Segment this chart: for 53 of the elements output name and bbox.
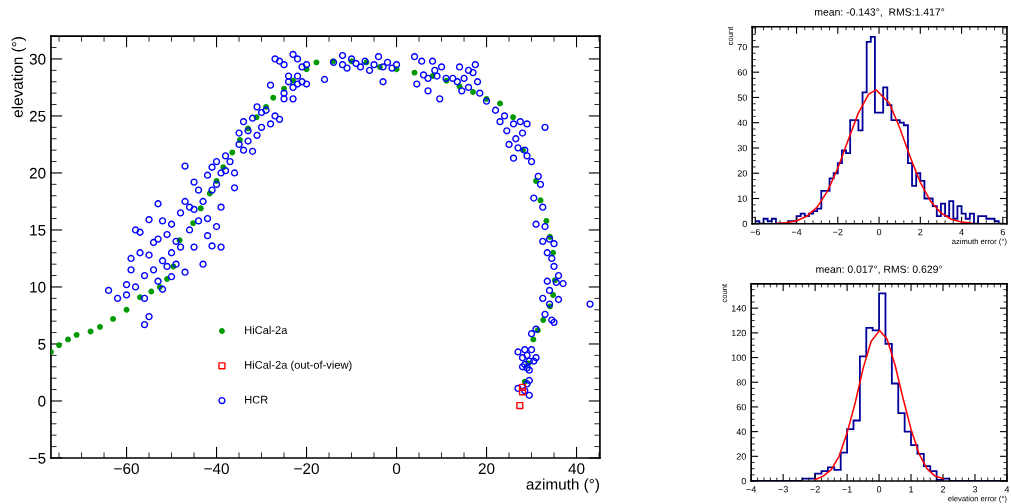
y-tick-label: 30 bbox=[737, 144, 747, 152]
y-tick-label: 30 bbox=[29, 53, 46, 65]
y-tick-label: 60 bbox=[737, 69, 747, 76]
y-tick-label: 15 bbox=[30, 224, 46, 236]
x-tick-label: 0 bbox=[392, 463, 401, 475]
x-tick-label: 0 bbox=[876, 228, 882, 236]
y-axis-title: elevation (°) bbox=[11, 37, 26, 118]
y-tick-label: 5 bbox=[38, 339, 46, 350]
y-tick-label: 70 bbox=[737, 43, 747, 51]
y-tick-label: 100 bbox=[731, 354, 746, 361]
x-tick-label: −4 bbox=[746, 486, 757, 493]
x-tick-label: 2 bbox=[940, 486, 946, 493]
x-tick-label: 6 bbox=[1000, 228, 1005, 236]
x-tick-label: 2 bbox=[918, 228, 923, 236]
y-tick-label: 80 bbox=[736, 379, 746, 386]
y-tick-label: 10 bbox=[737, 195, 747, 202]
x-axis-title: azimuth (°) bbox=[526, 478, 599, 493]
chart-title: mean: -0.143°, RMS:1.417° bbox=[815, 8, 945, 17]
x-tick-label: −2 bbox=[810, 486, 820, 493]
y-tick-label: 50 bbox=[737, 94, 747, 101]
x-tick-label: −4 bbox=[791, 228, 802, 236]
y-tick-label: 0 bbox=[38, 395, 46, 407]
y-tick-label: 60 bbox=[736, 403, 746, 411]
x-tick-label: −6 bbox=[750, 228, 761, 236]
x-tick-label: −1 bbox=[842, 486, 852, 493]
x-tick-label: −40 bbox=[204, 463, 229, 475]
y-tick-label: −5 bbox=[29, 453, 46, 464]
chart-title: mean: 0.017°, RMS: 0.629° bbox=[816, 265, 942, 275]
y-tick-label: 40 bbox=[736, 428, 746, 435]
x-tick-label: −20 bbox=[294, 463, 319, 475]
y-tick-label: 120 bbox=[731, 329, 746, 337]
y-tick-label: 0 bbox=[741, 477, 746, 485]
y-tick-label: 10 bbox=[30, 281, 46, 293]
x-tick-label: 3 bbox=[972, 486, 978, 493]
x-tick-label: 4 bbox=[1004, 486, 1010, 493]
y-tick-label: 40 bbox=[737, 119, 747, 127]
y-tick-label: 20 bbox=[29, 167, 46, 179]
legend-label: HiCal-2a bbox=[245, 325, 288, 334]
legend-label: HCR bbox=[245, 395, 268, 404]
legend-label: HiCal-2a (out-of-view) bbox=[245, 360, 352, 371]
y-tick-label: 0 bbox=[742, 220, 747, 228]
x-tick-label: −60 bbox=[114, 463, 139, 475]
y-tick-label: 25 bbox=[29, 110, 46, 122]
x-tick-label: −3 bbox=[778, 486, 788, 493]
x-tick-label: 20 bbox=[478, 463, 495, 475]
y-tick-label: 140 bbox=[731, 305, 746, 312]
x-tick-label: 40 bbox=[568, 463, 585, 475]
y-tick-label: 20 bbox=[737, 170, 747, 177]
x-tick-label: −2 bbox=[833, 228, 843, 236]
x-tick-label: 4 bbox=[959, 228, 964, 236]
y-tick-label: 20 bbox=[736, 453, 746, 460]
x-tick-label: 0 bbox=[876, 486, 882, 493]
x-tick-label: 1 bbox=[909, 486, 914, 493]
